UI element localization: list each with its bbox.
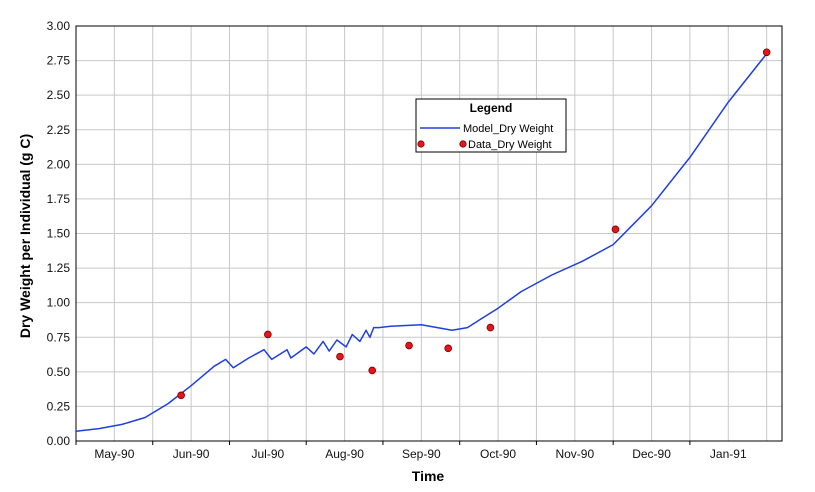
y-tick-label: 1.50 xyxy=(47,227,71,241)
plot-frame xyxy=(75,25,783,442)
y-tick-label: 0.25 xyxy=(47,399,71,413)
y-tick-label: 1.25 xyxy=(47,261,71,275)
data-dry-weight-point xyxy=(611,225,620,234)
x-tick-label: Jul-90 xyxy=(252,447,285,461)
y-tick-label: 1.75 xyxy=(47,192,71,206)
legend: Legend Model_Dry Weight Data_Dry Weight xyxy=(415,98,567,153)
y-tick-label: 0.75 xyxy=(47,330,71,344)
legend-entry-model: Model_Dry Weight xyxy=(463,123,553,135)
x-tick-label: Oct-90 xyxy=(480,447,516,461)
series-layer xyxy=(75,48,771,433)
data-dry-weight-point xyxy=(177,391,185,400)
y-axis-ticks: 0.00 0.25 0.50 0.75 1.00 1.25 1.50 1.75 2.00 2.25… xyxy=(47,19,71,448)
legend-title: Legend xyxy=(470,101,513,115)
model-dry-weight-line xyxy=(75,53,768,433)
y-tick-label: 0.50 xyxy=(47,365,71,379)
data-dry-weight-point xyxy=(444,344,452,353)
x-axis-ticks: May-90 Jun-90 Jul-90 Aug-90 Sep-90 Oct-90 Nov-… xyxy=(75,441,747,461)
data-dry-weight-point xyxy=(762,48,771,57)
x-tick-label: Nov-90 xyxy=(555,447,594,461)
data-dry-weight-point xyxy=(486,323,495,332)
legend-box xyxy=(415,98,567,153)
x-axis-title: Time xyxy=(412,468,445,484)
y-tick-label: 2.25 xyxy=(47,123,71,137)
legend-entry-data: Data_Dry Weight xyxy=(468,139,552,151)
x-tick-label: Aug-90 xyxy=(325,447,364,461)
y-tick-label: 0.00 xyxy=(47,434,71,448)
legend-data-marker-swatch xyxy=(417,140,425,148)
x-tick-label: Dec-90 xyxy=(632,447,671,461)
x-tick-label: Jun-90 xyxy=(173,447,210,461)
y-tick-label: 2.75 xyxy=(47,54,71,68)
data-dry-weight-point xyxy=(264,330,272,339)
y-tick-label: 2.50 xyxy=(47,88,71,102)
data-dry-weight-point xyxy=(336,352,344,361)
data-dry-weight-point xyxy=(368,366,377,375)
x-tick-label: Sep-90 xyxy=(402,447,441,461)
y-tick-label: 2.00 xyxy=(47,157,71,171)
y-tick-label: 1.00 xyxy=(47,296,71,310)
x-tick-label: May-90 xyxy=(94,447,134,461)
data-dry-weight-point xyxy=(405,341,413,350)
x-tick-label: Jan-91 xyxy=(710,447,747,461)
y-tick-label: 3.00 xyxy=(47,19,71,33)
legend-data-marker-swatch-2 xyxy=(459,140,467,148)
y-axis-title: Dry Weight per Individual (g C) xyxy=(17,134,33,338)
